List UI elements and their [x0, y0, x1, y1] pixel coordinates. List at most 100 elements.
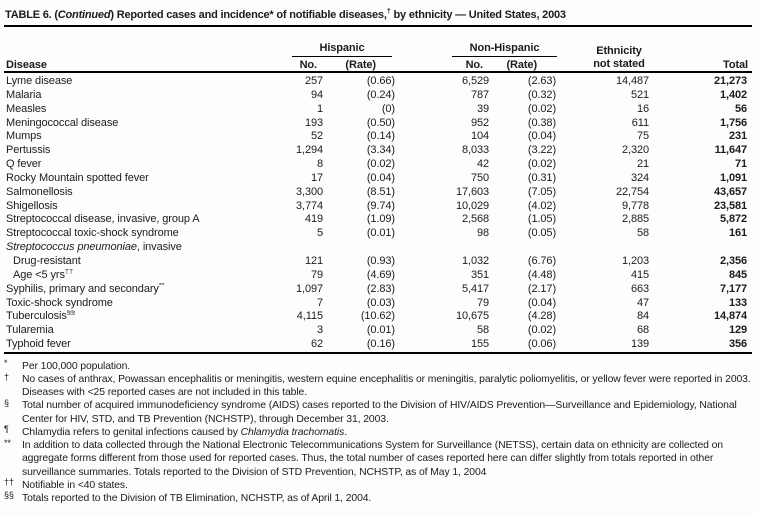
footnote-marker: § [4, 397, 9, 408]
disease-cell: Meningococcal disease [4, 117, 264, 131]
hispanic-no-cell: 62 [310, 338, 323, 351]
column-header-disease: Disease [6, 59, 47, 71]
disease-cell: Syphilis, primary and secondary** [4, 283, 264, 297]
text-segment: . [344, 426, 347, 438]
hispanic-rate-cell: (0.04) [366, 171, 395, 184]
nonhispanic-rate-cell: (7.05) [527, 185, 557, 198]
hispanic-rate-cell: (0.66) [366, 75, 395, 87]
text-segment: Typhoid fever [6, 338, 71, 351]
column-header-total: Total [723, 59, 749, 71]
nonhispanic-rate-cell: (4.48) [527, 268, 557, 281]
disease-cell: Shigellosis [4, 200, 264, 214]
text-segment: ) Reported cases and incidence* of notif… [110, 9, 387, 21]
text-segment: TABLE 6. ( [5, 9, 58, 21]
ethnicity-not-stated-cell: 521 [630, 88, 650, 101]
ethnicity-not-stated-cell [557, 241, 652, 255]
hispanic-rate-cell: (0.50) [366, 116, 395, 129]
footnote: §§ Totals reported to the Division of TB … [4, 490, 752, 505]
table-title: TABLE 6. (Continued) Reported cases and … [4, 6, 752, 27]
nonhispanic-no-cell: 10,029 [455, 199, 489, 212]
hispanic-rate-cell: (0.02) [366, 158, 395, 171]
ethnicity-not-stated-cell: 9,778 [621, 199, 650, 212]
hispanic-no-cell: 5 [316, 227, 323, 240]
nonhispanic-no-cell: 8,033 [461, 144, 489, 157]
total-cell: 21,273 [713, 75, 748, 87]
nonhispanic-no-cell: 2,568 [461, 213, 489, 226]
ethnicity-not-stated-cell: 84 [636, 310, 650, 323]
nonhispanic-rate-cell: (0.04) [527, 130, 557, 143]
nonhispanic-rate-cell: (0.32) [527, 88, 557, 101]
footnotes: * Per 100,000 population. † No cases of ant… [4, 358, 752, 505]
hispanic-rate-cell [326, 241, 396, 255]
hispanic-rate-cell: (0.14) [366, 130, 395, 143]
ethnicity-not-stated-cell: 75 [636, 130, 650, 143]
hispanic-no-cell: 3 [316, 324, 323, 337]
footnote: †† Notifiable in <40 states. [4, 477, 752, 492]
table-row: Drug-resistant 121 (0.93) 1,032 (6.76) 1,203 2… [4, 255, 752, 269]
nonhispanic-rate-cell: (4.02) [527, 199, 557, 212]
nonhispanic-rate-cell: (4.28) [527, 310, 557, 323]
text-segment: Measles [6, 102, 47, 115]
nonhispanic-no-cell: 58 [476, 324, 489, 337]
hispanic-no-cell: 7 [316, 296, 323, 309]
hispanic-rate-cell: (0.24) [366, 88, 395, 101]
text-segment: No cases of anthrax, Powassan encephalit… [22, 374, 751, 399]
table-row: Rocky Mountain spotted fever 17 (0.04) 750 (… [4, 172, 752, 186]
ethnicity-not-stated-cell: 68 [636, 324, 650, 337]
text-segment: , invasive [136, 241, 182, 254]
table-row: Lyme disease 257 (0.66) 6,529 (2.63) 14,487 21… [4, 72, 752, 89]
nonhispanic-rate-cell: (6.76) [527, 254, 557, 267]
total-cell: 56 [734, 102, 748, 115]
table-row: Shigellosis 3,774 (9.74) 10,029 (4.02) 9,778 2… [4, 200, 752, 214]
table-header: Disease Hispanic Non-Hispanic Ethnicity … [4, 27, 752, 72]
ethnicity-not-stated-cell: 2,885 [621, 213, 650, 226]
footnote-marker: §§ [4, 490, 14, 501]
nonhispanic-no-cell: 10,675 [455, 310, 489, 323]
nonhispanic-no-cell: 104 [470, 130, 489, 143]
total-cell [652, 241, 752, 255]
footnote-marker: * [4, 358, 8, 369]
ethnicity-not-stated-cell: 58 [636, 227, 650, 240]
footnote-reference: ** [158, 282, 165, 289]
nonhispanic-rate-cell: (0.38) [527, 116, 557, 129]
hispanic-no-cell: 3,774 [295, 199, 323, 212]
text-segment: Continued [57, 9, 111, 21]
hispanic-rate-cell: (4.69) [366, 268, 395, 281]
disease-cell: Drug-resistant [4, 255, 264, 269]
hispanic-no-cell: 1,097 [295, 282, 323, 295]
total-cell: 356 [728, 338, 748, 351]
disease-cell: Mumps [4, 130, 264, 144]
column-group-hispanic: Hispanic [264, 27, 396, 57]
hispanic-rate-cell: (0.01) [366, 324, 395, 337]
notifiable-diseases-table: Disease Hispanic Non-Hispanic Ethnicity … [4, 27, 753, 354]
nonhispanic-rate-cell [492, 241, 557, 255]
table-row: Streptococcus pneumoniae, invasive [4, 241, 752, 255]
ethnicity-not-stated-cell: 415 [630, 268, 650, 281]
table-row: Pertussis 1,294 (3.34) 8,033 (3.22) 2,320 11,6… [4, 144, 752, 158]
text-segment: Chlamydia trachomatis [240, 426, 345, 438]
column-header-hispanic-rate: (Rate) [345, 59, 376, 71]
text-segment: Q fever [6, 158, 42, 171]
footnote-reference: †† [64, 268, 74, 276]
ethnicity-not-stated-cell: 16 [636, 102, 650, 115]
footnote-marker: ** [4, 437, 11, 448]
text-segment: Salmonellosis [6, 185, 73, 198]
table-row: Measles 1 (0) 39 (0.02) 16 56 [4, 103, 752, 117]
disease-cell: Malaria [4, 89, 264, 103]
column-header-nonhispanic-no: No. [465, 59, 484, 71]
nonhispanic-no-cell [396, 241, 492, 255]
disease-cell: Typhoid fever [4, 338, 264, 353]
hispanic-rate-cell: (10.62) [360, 310, 395, 323]
disease-cell: Streptococcus pneumoniae, invasive [4, 241, 264, 255]
column-group-non-hispanic: Non-Hispanic [396, 27, 558, 57]
table-row: Toxic-shock syndrome 7 (0.03) 79 (0.04) 47 133 [4, 297, 752, 311]
disease-cell: Pertussis [4, 144, 264, 158]
table-row: Tuberculosis§§ 4,115 (10.62) 10,675 (4.28) 84… [4, 310, 752, 324]
table-row: Q fever 8 (0.02) 42 (0.02) 21 71 [4, 158, 752, 172]
hispanic-no-cell: 8 [316, 158, 323, 171]
total-cell: 1,091 [719, 171, 748, 184]
table-row: Tularemia 3 (0.01) 58 (0.02) 68 129 [4, 324, 752, 338]
hispanic-no-cell: 257 [304, 75, 323, 87]
text-segment: Malaria [6, 88, 42, 101]
table-row: Typhoid fever 62 (0.16) 155 (0.06) 139 356 [4, 338, 752, 353]
